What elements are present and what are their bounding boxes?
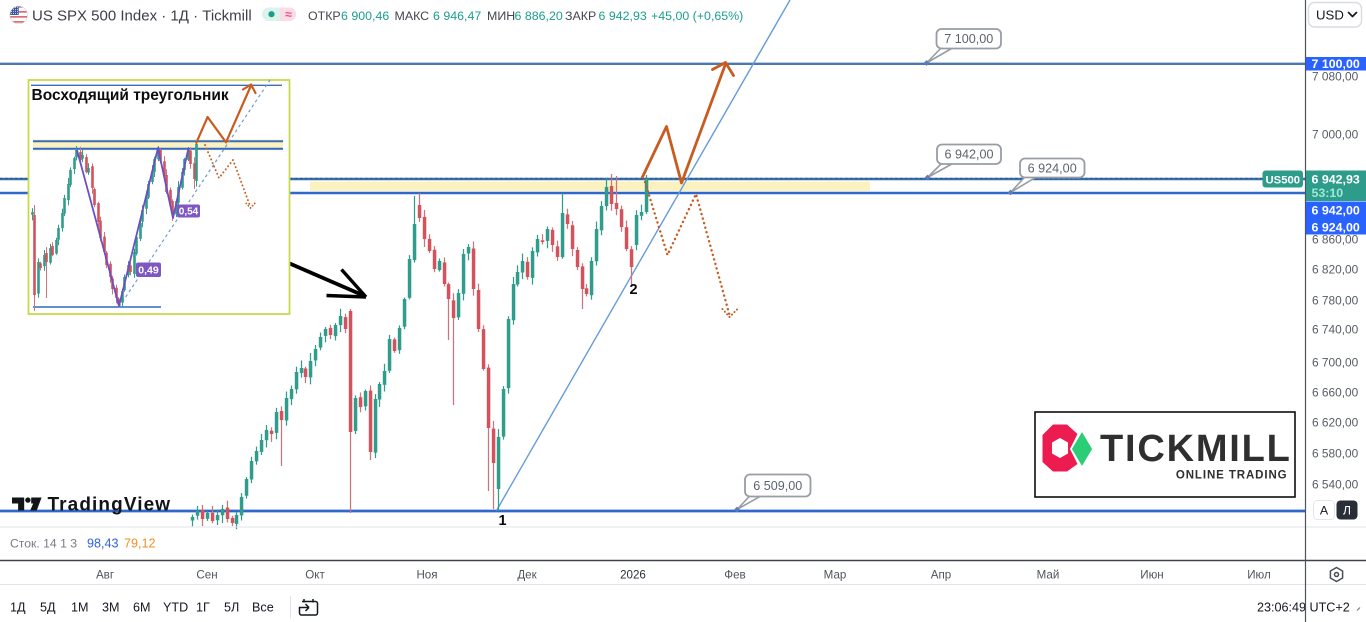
svg-text:6 509,00: 6 509,00: [753, 479, 802, 493]
svg-text:6 820,00: 6 820,00: [1312, 263, 1359, 277]
svg-text:Май: Май: [1037, 569, 1060, 582]
svg-text:2026: 2026: [620, 569, 646, 582]
svg-text:0,49: 0,49: [138, 265, 159, 277]
svg-text:Апр: Апр: [931, 569, 951, 582]
svg-text:1: 1: [499, 513, 507, 529]
svg-text:Все: Все: [252, 601, 274, 615]
svg-text:А: А: [1320, 504, 1329, 518]
svg-text:Окт: Окт: [305, 569, 325, 582]
svg-text:6 946,47: 6 946,47: [433, 9, 481, 23]
svg-text:1Д: 1Д: [10, 601, 26, 615]
svg-text:YTD: YTD: [163, 601, 188, 615]
svg-text:TICKMILL: TICKMILL: [1100, 428, 1292, 470]
svg-text:Восходящий треугольник: Восходящий треугольник: [32, 87, 229, 104]
svg-text:98,43: 98,43: [87, 537, 119, 551]
svg-text:Ноя: Ноя: [416, 569, 437, 582]
svg-text:6 942,93: 6 942,93: [1312, 172, 1360, 186]
svg-text:6 780,00: 6 780,00: [1312, 293, 1359, 307]
svg-text:МАКС: МАКС: [395, 9, 430, 23]
svg-text:6 886,20: 6 886,20: [515, 9, 563, 23]
svg-text:0,54: 0,54: [179, 207, 199, 218]
svg-text:1М: 1М: [71, 601, 89, 615]
svg-text:ONLINE TRADING: ONLINE TRADING: [1176, 470, 1288, 482]
svg-text:Июл: Июл: [1247, 569, 1271, 582]
svg-text:Мар: Мар: [824, 569, 847, 582]
svg-text:ОТКР: ОТКР: [308, 9, 341, 23]
svg-text:6 540,00: 6 540,00: [1312, 477, 1359, 491]
svg-text:6 660,00: 6 660,00: [1312, 385, 1359, 399]
svg-text:7 100,00: 7 100,00: [944, 32, 993, 46]
svg-text:6 942,93: 6 942,93: [599, 9, 647, 23]
svg-text:3М: 3М: [102, 601, 120, 615]
svg-text:53:10: 53:10: [1312, 186, 1344, 200]
svg-text:6 942,00: 6 942,00: [944, 148, 993, 162]
svg-text:6М: 6М: [133, 601, 151, 615]
svg-text:6 580,00: 6 580,00: [1312, 446, 1359, 460]
svg-text:+45,00 (+0,65%): +45,00 (+0,65%): [651, 9, 743, 23]
svg-text:6 860,00: 6 860,00: [1312, 232, 1359, 246]
svg-text:Сток. 14 1 3: Сток. 14 1 3: [10, 537, 77, 551]
svg-text:1Г: 1Г: [196, 601, 210, 615]
svg-text:US SPX 500 Index · 1Д · Tickmi: US SPX 500 Index · 1Д · Tickmill: [32, 7, 252, 24]
svg-text:Дек: Дек: [517, 569, 537, 582]
svg-text:5Д: 5Д: [40, 601, 56, 615]
svg-text:Июн: Июн: [1140, 569, 1163, 582]
svg-text:МИН: МИН: [487, 9, 515, 23]
svg-text:≈: ≈: [285, 8, 292, 22]
svg-text:US500: US500: [1266, 174, 1301, 186]
svg-text:7 100,00: 7 100,00: [1312, 57, 1360, 71]
svg-text:5Л: 5Л: [224, 601, 239, 615]
svg-text:6 900,46: 6 900,46: [341, 9, 389, 23]
svg-text:6 924,00: 6 924,00: [1028, 161, 1077, 175]
svg-text:7 080,00: 7 080,00: [1312, 69, 1359, 83]
svg-text:79,12: 79,12: [124, 537, 156, 551]
svg-text:6 620,00: 6 620,00: [1312, 415, 1359, 429]
svg-text:2: 2: [630, 282, 638, 298]
svg-text:6 942,00: 6 942,00: [1312, 204, 1360, 218]
svg-text:Авг: Авг: [96, 569, 114, 582]
svg-text:Л: Л: [1343, 504, 1351, 518]
svg-text:6 924,00: 6 924,00: [1312, 220, 1360, 234]
svg-text:Фев: Фев: [724, 569, 745, 582]
svg-text:ЗАКР: ЗАКР: [565, 9, 596, 23]
svg-text:TradingView: TradingView: [48, 495, 172, 516]
svg-text:23:06:49 UTC+2: 23:06:49 UTC+2: [1257, 601, 1350, 615]
svg-text:6 740,00: 6 740,00: [1312, 322, 1359, 336]
svg-text:Сен: Сен: [196, 569, 217, 582]
svg-text:USD: USD: [1316, 8, 1344, 23]
svg-text:7 000,00: 7 000,00: [1312, 127, 1359, 141]
svg-text:6 700,00: 6 700,00: [1312, 355, 1359, 369]
